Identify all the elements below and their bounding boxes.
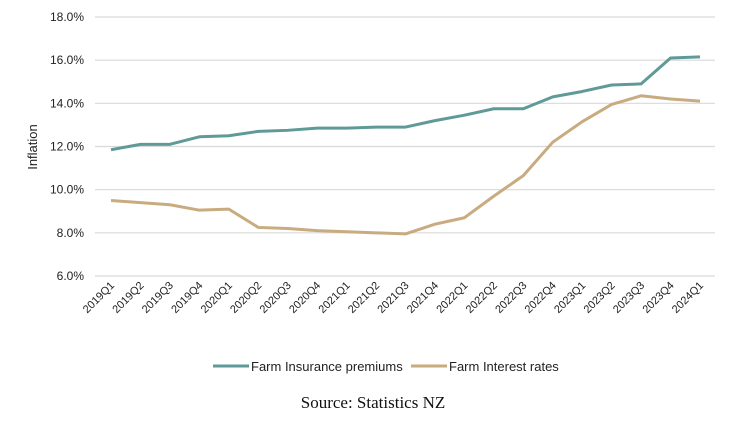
x-tick-label: 2020Q2 [228,280,264,316]
x-tick-label: 2019Q1 [81,280,117,316]
x-tick-label: 2019Q3 [140,280,176,316]
x-tick-label: 2022Q3 [493,280,529,316]
x-tick-label: 2021Q2 [346,280,382,316]
x-tick-label: 2021Q4 [405,280,441,316]
x-tick-label: 2019Q2 [110,280,146,316]
source-note: Source: Statistics NZ [300,393,446,412]
legend-label: Farm Insurance premiums [251,359,403,374]
y-tick-label: 10.0% [50,183,84,197]
x-tick-label: 2019Q4 [169,280,205,316]
x-tick-label: 2022Q4 [523,280,559,316]
x-tick-label: 2023Q3 [611,280,647,316]
y-tick-label: 18.0% [50,10,84,24]
x-tick-label: 2020Q1 [199,280,235,316]
x-tick-label: 2020Q3 [258,280,294,316]
x-tick-label: 2020Q4 [287,280,323,316]
line-chart: 6.0% 8.0% 10.0% 12.0% 14.0% 16.0% 18.0% Inflati… [25,10,715,374]
x-tick-label: 2023Q4 [640,280,676,316]
legend-label: Farm Interest rates [449,359,559,374]
y-tick-label: 8.0% [57,226,85,240]
y-tick-label: 12.0% [50,140,84,154]
x-tick-label: 2023Q2 [582,280,618,316]
y-tick-label: 16.0% [50,53,84,67]
y-axis-label: Inflation [25,124,40,170]
y-tick-label: 14.0% [50,96,84,110]
series-line [110,94,701,236]
y-tick-label: 6.0% [57,269,85,283]
x-tick-label: 2022Q1 [434,280,470,316]
x-tick-label: 2022Q2 [464,280,500,316]
x-tick-label: 2024Q1 [670,280,706,316]
x-tick-label: 2023Q1 [552,280,588,316]
x-tick-label: 2021Q3 [375,280,411,316]
x-tick-label: 2021Q1 [317,280,353,316]
